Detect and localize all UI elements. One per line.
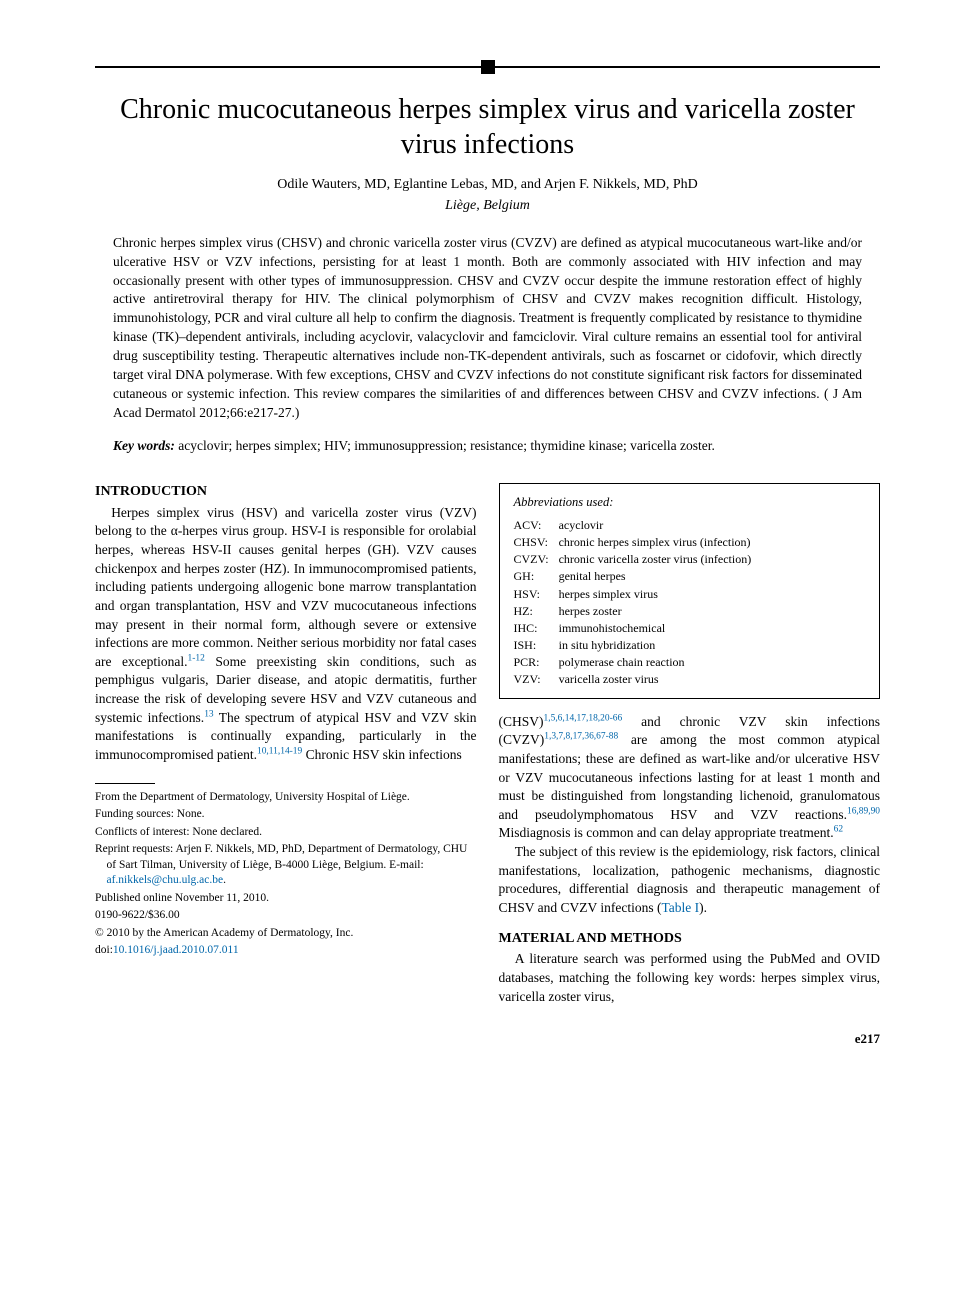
rule-square [481, 60, 495, 74]
intro-ref-1[interactable]: 1-12 [188, 653, 205, 663]
footnotes: From the Department of Dermatology, Univ… [95, 790, 477, 959]
abbrev-val: chronic varicella zoster virus (infectio… [559, 551, 865, 567]
intro-text-4: Chronic HSV skin infections [302, 747, 462, 762]
footnote-copyright: © 2010 by the American Academy of Dermat… [95, 926, 477, 942]
footnote-reprints-post: . [223, 874, 226, 886]
doi-link[interactable]: 10.1016/j.jaad.2010.07.011 [113, 944, 239, 956]
abbrev-key: CVZV: [514, 551, 549, 567]
r1c: are among the most common atypical manif… [499, 732, 881, 822]
intro-text-1: Herpes simplex virus (HSV) and varicella… [95, 505, 477, 669]
left-column: INTRODUCTION Herpes simplex virus (HSV) … [95, 483, 477, 1006]
r1a: (CHSV) [499, 714, 544, 729]
abbrev-val: immunohistochemical [559, 620, 865, 636]
authors: Odile Wauters, MD, Eglantine Lebas, MD, … [95, 176, 880, 195]
footnote-published: Published online November 11, 2010. [95, 891, 477, 907]
methods-heading: MATERIAL AND METHODS [499, 930, 881, 949]
footnote-from: From the Department of Dermatology, Univ… [95, 790, 477, 806]
methods-body: A literature search was performed using … [499, 950, 881, 1006]
footnote-reprints-pre: Reprint requests: Arjen F. Nikkels, MD, … [95, 843, 467, 871]
right-column: Abbreviations used: ACV: acyclovir CHSV: c… [499, 483, 881, 1006]
abbrev-key: HSV: [514, 586, 549, 602]
abbrev-key: HZ: [514, 603, 549, 619]
footnote-funding: Funding sources: None. [95, 807, 477, 823]
abbrev-key: VZV: [514, 671, 549, 687]
two-column-body: INTRODUCTION Herpes simplex virus (HSV) … [95, 483, 880, 1006]
r-ref-3[interactable]: 16,89,90 [847, 806, 880, 816]
abbrev-val: herpes simplex virus [559, 586, 865, 602]
keywords: Key words: acyclovir; herpes simplex; HI… [113, 437, 862, 455]
abbrev-val: in situ hybridization [559, 637, 865, 653]
title-rule [95, 60, 880, 74]
footnote-doi: doi:10.1016/j.jaad.2010.07.011 [95, 943, 477, 959]
abbrev-key: PCR: [514, 654, 549, 670]
introduction-heading: INTRODUCTION [95, 483, 477, 502]
rule-line-left [95, 66, 481, 68]
abbrev-val: genital herpes [559, 568, 865, 584]
spacer [499, 918, 881, 930]
page-number: e217 [95, 1030, 880, 1048]
right-body-1: (CHSV)1,5,6,14,17,18,20-66 and chronic V… [499, 713, 881, 918]
rule-line-right [495, 66, 881, 68]
abbrev-key: CHSV: [514, 534, 549, 550]
abbreviations-box: Abbreviations used: ACV: acyclovir CHSV: c… [499, 483, 881, 699]
footnote-reprints: Reprint requests: Arjen F. Nikkels, MD, … [95, 842, 477, 889]
r1d: Misdiagnosis is common and can delay app… [499, 825, 834, 840]
r-ref-1[interactable]: 1,5,6,14,17,18,20-66 [544, 713, 623, 723]
r-ref-4[interactable]: 62 [834, 825, 843, 835]
abstract: Chronic herpes simplex virus (CHSV) and … [113, 234, 862, 423]
article-title: Chronic mucocutaneous herpes simplex vir… [95, 92, 880, 162]
abbrev-val: herpes zoster [559, 603, 865, 619]
table-ref-link[interactable]: Table I [662, 900, 700, 915]
abbrev-val: varicella zoster virus [559, 671, 865, 687]
methods-p1: A literature search was performed using … [499, 950, 881, 1006]
doi-label: doi: [95, 944, 113, 956]
abbrev-key: GH: [514, 568, 549, 584]
footnote-conflicts: Conflicts of interest: None declared. [95, 825, 477, 841]
affiliation: Liège, Belgium [95, 197, 880, 216]
abbrev-val: acyclovir [559, 517, 865, 533]
abbrev-key: IHC: [514, 620, 549, 636]
intro-ref-2[interactable]: 13 [204, 709, 213, 719]
abbrev-key: ACV: [514, 517, 549, 533]
keywords-text: acyclovir; herpes simplex; HIV; immunosu… [175, 438, 715, 453]
reprints-email-link[interactable]: af.nikkels@chu.ulg.ac.be [107, 874, 224, 886]
footnote-issn: 0190-9622/$36.00 [95, 908, 477, 924]
abbrev-key: ISH: [514, 637, 549, 653]
introduction-body: Herpes simplex virus (HSV) and varicella… [95, 504, 477, 765]
abbreviations-title: Abbreviations used: [514, 494, 866, 511]
abbrev-val: polymerase chain reaction [559, 654, 865, 670]
keywords-label: Key words: [113, 438, 175, 453]
footnote-rule [95, 783, 155, 784]
abbreviations-table: ACV: acyclovir CHSV: chronic herpes simple… [514, 517, 866, 688]
intro-ref-3[interactable]: 10,11,14-19 [257, 746, 302, 756]
r2b: ). [699, 900, 707, 915]
abbrev-val: chronic herpes simplex virus (infection) [559, 534, 865, 550]
r-ref-2[interactable]: 1,3,7,8,17,36,67-88 [544, 732, 618, 742]
